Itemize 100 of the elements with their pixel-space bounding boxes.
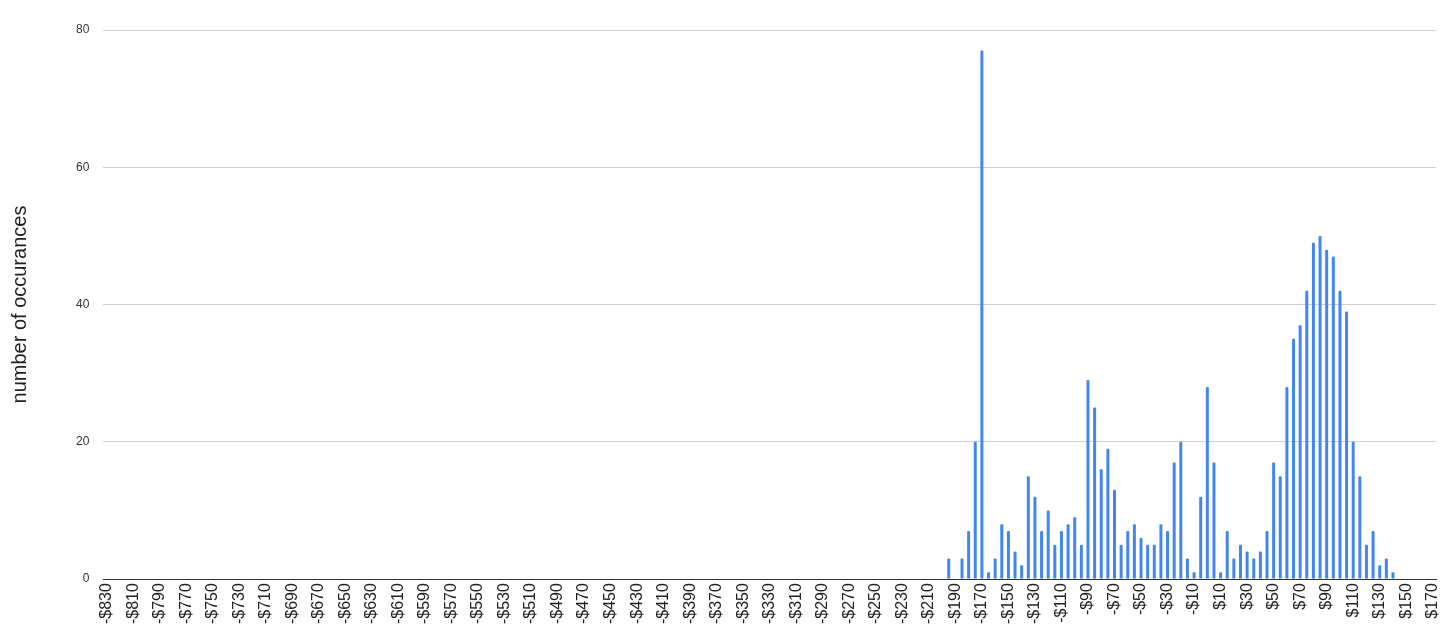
bar (1199, 496, 1203, 579)
x-tick-label: -$710 (256, 582, 274, 624)
x-tick-label: -$590 (415, 582, 433, 624)
x-tick-label: -$490 (547, 582, 565, 624)
bar (1331, 256, 1335, 579)
bar (1318, 235, 1322, 579)
x-tick-label: $10 (1210, 582, 1228, 610)
x-tick-label: $30 (1237, 582, 1255, 610)
bar (1311, 242, 1315, 579)
bar (1258, 551, 1262, 579)
bar (1364, 544, 1368, 579)
x-tick-label: -$150 (998, 582, 1016, 624)
x-tick-label: $170 (1423, 582, 1441, 619)
bar (1238, 544, 1242, 579)
bar (1059, 531, 1063, 579)
bar (1079, 544, 1083, 579)
x-tick-label: -$750 (203, 582, 221, 624)
bar (973, 441, 977, 579)
bar (967, 531, 971, 579)
x-tick-label: -$250 (866, 582, 884, 624)
x-tick-label: -$430 (627, 582, 645, 624)
x-tick-label: -$390 (680, 582, 698, 624)
x-tick-label: -$810 (123, 582, 141, 624)
x-tick-label: -$90 (1078, 582, 1096, 616)
x-tick-label: $50 (1264, 582, 1282, 610)
x-tick-label: -$730 (229, 582, 247, 624)
bar (1205, 386, 1209, 579)
x-tick-label: -$510 (521, 582, 539, 624)
x-tick-label: -$450 (600, 582, 618, 624)
y-tick-label: 40 (75, 296, 90, 311)
bar (1093, 407, 1097, 579)
bar (1305, 290, 1309, 579)
y-tick-label: 0 (82, 571, 90, 586)
bar (1212, 462, 1216, 579)
x-tick-label: -$130 (1025, 582, 1043, 624)
x-tick-label: -$610 (388, 582, 406, 624)
bar (1026, 476, 1030, 579)
x-tick-label: -$690 (282, 582, 300, 624)
bar (1006, 531, 1010, 579)
x-tick-label: -$650 (335, 582, 353, 624)
x-tick-label: -$570 (441, 582, 459, 624)
x-tick-label: -$790 (150, 582, 168, 624)
x-tick-label: -$330 (760, 582, 778, 624)
bar (1384, 558, 1388, 579)
x-tick-label: -$530 (494, 582, 512, 624)
bar (1298, 325, 1302, 579)
y-axis-title: number of occurances (7, 205, 30, 404)
bar (1132, 524, 1136, 579)
bar (1033, 496, 1037, 579)
bar (1351, 441, 1355, 579)
bar (1252, 558, 1256, 579)
bar (1232, 558, 1236, 579)
bar (1053, 544, 1057, 579)
x-tick-label: -$350 (733, 582, 751, 624)
bar (1292, 338, 1296, 579)
x-tick-label: $90 (1317, 582, 1335, 610)
x-tick-label: -$670 (309, 582, 327, 624)
x-tick-label: -$290 (813, 582, 831, 624)
bar (1172, 462, 1176, 579)
bar (1040, 531, 1044, 579)
x-tick-label: -$50 (1131, 582, 1149, 616)
bar (1345, 311, 1349, 579)
bar (947, 558, 951, 579)
x-tick-label: $130 (1370, 582, 1388, 619)
bar (1159, 524, 1163, 579)
bar (980, 50, 984, 579)
x-tick-label: -$770 (176, 582, 194, 624)
x-tick-label: -$30 (1157, 582, 1175, 616)
bar (993, 558, 997, 579)
x-tick-label: -$70 (1104, 582, 1122, 616)
bar (1073, 517, 1077, 579)
bar (1046, 510, 1050, 579)
bar (1225, 531, 1229, 579)
x-tick-label: -$830 (97, 582, 115, 624)
x-tick-label: -$410 (654, 582, 672, 624)
x-tick-label: -$170 (972, 582, 990, 624)
bar (1066, 524, 1070, 579)
x-tick-label: -$110 (1051, 582, 1069, 623)
x-tick-label: $110 (1343, 582, 1361, 618)
bar (1285, 386, 1289, 579)
bar (1166, 531, 1170, 579)
bar (1278, 476, 1282, 579)
bar (1179, 441, 1183, 579)
y-tick-label: 20 (75, 434, 90, 449)
x-tick-label: -$270 (839, 582, 857, 624)
bar (1338, 290, 1342, 579)
bar (1325, 249, 1329, 579)
bar (1013, 551, 1017, 579)
bar (1099, 469, 1103, 579)
bar (1152, 544, 1156, 579)
bar (1139, 537, 1143, 579)
bar (1272, 462, 1276, 579)
x-tick-label: $150 (1396, 582, 1414, 619)
x-tick-label: -$630 (362, 582, 380, 624)
bar (1245, 551, 1249, 579)
x-tick-label: -$370 (707, 582, 725, 624)
x-tick-label: -$550 (468, 582, 486, 624)
bar (1113, 489, 1116, 579)
bar (1185, 558, 1189, 579)
bar (1000, 524, 1004, 579)
